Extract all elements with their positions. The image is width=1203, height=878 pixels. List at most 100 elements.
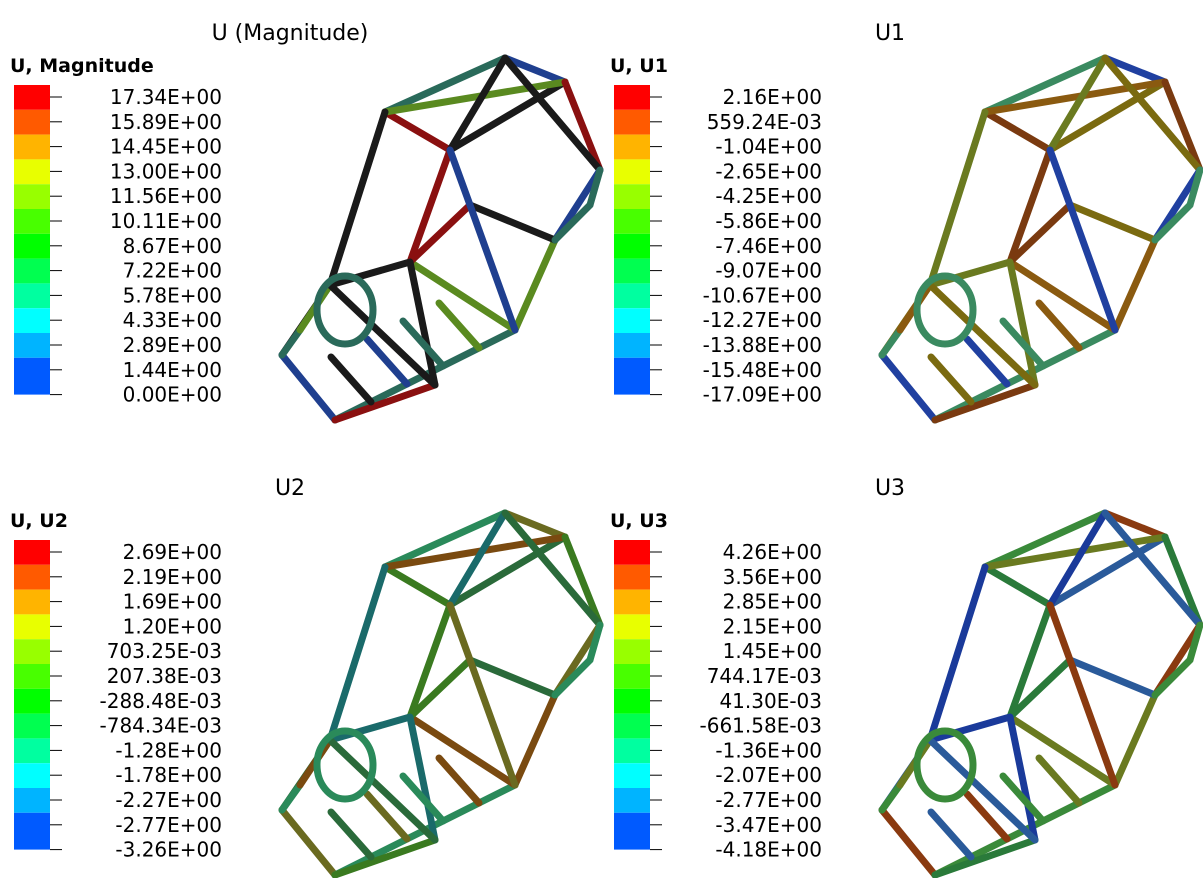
legend-swatch (614, 813, 650, 850)
legend-label: 14.45E+00 (110, 135, 222, 159)
legend-swatch (14, 639, 50, 664)
panel: U2U, U22.69E+002.19E+001.69E+001.20E+007… (10, 476, 600, 875)
legend-label: -12.27E+00 (703, 308, 822, 332)
legend-label: 1.69E+00 (123, 590, 222, 614)
frame-tube (385, 112, 450, 150)
frame-model (282, 513, 600, 875)
figure: U (Magnitude)U, Magnitude17.34E+0015.89E… (0, 0, 1203, 878)
legend-swatch (14, 714, 50, 739)
legend-label: 5.78E+00 (123, 283, 222, 307)
legend-swatch (614, 110, 650, 135)
frame-tube (935, 840, 1035, 875)
frame-tube (882, 355, 935, 420)
legend-swatch (614, 209, 650, 234)
legend-swatch (614, 184, 650, 209)
frame-tube (882, 785, 900, 810)
frame-tube (565, 537, 600, 625)
frame-tube (282, 785, 300, 810)
frame-tube (439, 758, 479, 803)
panel-title: U2 (275, 476, 305, 501)
legend-label: -3.47E+00 (715, 813, 822, 837)
frame-tube (1165, 537, 1200, 625)
panel-title: U1 (875, 21, 905, 46)
legend-label: -7.46E+00 (715, 234, 822, 258)
legend-label: -2.65E+00 (715, 159, 822, 183)
legend-label: 13.00E+00 (110, 159, 222, 183)
legend-swatch (14, 788, 50, 813)
legend-label: 17.34E+00 (110, 85, 222, 109)
frame-hoop (317, 276, 373, 344)
frame-tube (985, 567, 1050, 605)
legend-label: 2.15E+00 (723, 614, 822, 638)
legend-label: 4.26E+00 (723, 540, 822, 564)
legend-swatch (614, 565, 650, 590)
legend-swatch (14, 614, 50, 639)
frame-tube (590, 625, 600, 660)
frame-tube (439, 303, 479, 348)
legend-label: -661.58E-03 (700, 714, 823, 738)
legend-swatch (614, 283, 650, 308)
legend-label: 703.25E-03 (107, 639, 222, 663)
legend-title: U, U2 (10, 510, 68, 532)
frame-tube (450, 150, 470, 205)
frame-tube (385, 567, 450, 605)
legend-label: -2.77E+00 (715, 788, 822, 812)
frame-model (882, 513, 1200, 875)
legend-swatch (614, 714, 650, 739)
legend-label: 559.24E-03 (707, 110, 822, 134)
frame-tube (330, 112, 385, 285)
legend-swatch (614, 590, 650, 615)
legend-swatch (14, 135, 50, 160)
legend-label: -13.88E+00 (703, 333, 822, 357)
frame-tube (515, 240, 555, 330)
legend-swatch (14, 159, 50, 184)
frame-tube (1039, 303, 1079, 348)
legend-swatch (614, 85, 650, 110)
frame-tube (1190, 625, 1200, 660)
legend-swatch (14, 358, 50, 395)
frame-model (282, 58, 600, 420)
legend-swatch (614, 664, 650, 689)
frame-tube (590, 170, 600, 205)
panel: U (Magnitude)U, Magnitude17.34E+0015.89E… (10, 21, 600, 420)
legend-swatch (614, 308, 650, 333)
legend-label: 2.85E+00 (723, 590, 822, 614)
legend-label: 0.00E+00 (123, 383, 222, 407)
legend-swatch (14, 259, 50, 284)
legend-label: -4.25E+00 (715, 184, 822, 208)
frame-tube (930, 567, 985, 740)
legend-swatch (14, 565, 50, 590)
frame-tube (967, 339, 1007, 384)
legend-swatch (614, 333, 650, 358)
legend-label: 744.17E-03 (707, 664, 822, 688)
frame-model (882, 58, 1200, 420)
legend-swatch (614, 259, 650, 284)
frame-tube (565, 82, 600, 170)
frame-hoop (917, 731, 973, 799)
legend-swatch (14, 590, 50, 615)
legend-swatch (14, 184, 50, 209)
legend-swatch (14, 763, 50, 788)
legend-label: 15.89E+00 (110, 110, 222, 134)
frame-tube (515, 695, 555, 785)
frame-tube (282, 330, 300, 355)
legend-swatch (614, 614, 650, 639)
frame-hoop (317, 731, 373, 799)
frame-tube (282, 355, 335, 420)
legend-swatch (14, 110, 50, 135)
legend-swatch (614, 234, 650, 259)
legend-title: U, U1 (610, 55, 668, 77)
legend-label: 7.22E+00 (123, 259, 222, 283)
frame-tube (331, 812, 371, 857)
legend-label: 10.11E+00 (110, 209, 222, 233)
frame-tube (1050, 150, 1070, 205)
legend-title: U, U3 (610, 510, 668, 532)
legend-label: -288.48E-03 (100, 689, 223, 713)
legend-label: -2.07E+00 (715, 763, 822, 787)
frame-tube (1115, 695, 1155, 785)
legend-label: 8.67E+00 (123, 234, 222, 258)
legend-swatch (614, 540, 650, 565)
legend-label: 207.38E-03 (107, 664, 222, 688)
frame-tube (931, 812, 971, 857)
panel: U1U, U12.16E+00559.24E-03-1.04E+00-2.65E… (610, 21, 1200, 420)
